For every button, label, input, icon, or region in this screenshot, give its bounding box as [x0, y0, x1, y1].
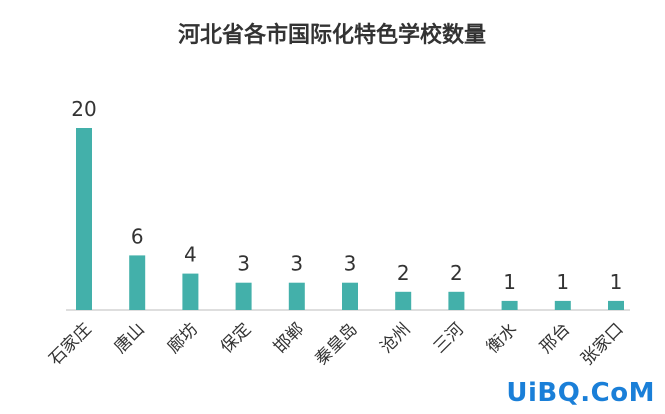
- data-label-0: 20: [71, 97, 96, 121]
- bar-7: [448, 291, 465, 310]
- x-tick-label-7: 三河: [430, 319, 468, 357]
- bar-8: [501, 300, 518, 310]
- x-tick-label-3: 保定: [217, 319, 255, 357]
- data-label-4: 3: [290, 252, 303, 276]
- bar-5: [342, 282, 358, 310]
- x-tick-label-2: 廊坊: [164, 319, 202, 357]
- data-label-8: 1: [503, 270, 516, 294]
- data-label-1: 6: [131, 224, 144, 248]
- data-label-6: 2: [397, 261, 410, 285]
- bar-2: [182, 273, 199, 310]
- bar-3: [235, 282, 252, 310]
- data-label-9: 1: [556, 270, 569, 294]
- watermark: UiBQ.CoM: [506, 378, 655, 408]
- x-tick-labels-group: 石家庄 唐山 廊坊 保定 邯郸 秦皇岛 沧州 三河 衡水 邢台 张家口: [45, 319, 627, 370]
- data-label-3: 3: [237, 252, 250, 276]
- x-tick-label-1: 唐山: [110, 319, 149, 358]
- x-tick-label-9: 邢台: [536, 319, 574, 357]
- x-tick-label-0: 石家庄: [45, 319, 95, 369]
- data-label-10: 1: [610, 270, 623, 294]
- bar-4: [288, 282, 305, 310]
- x-tick-label-8: 衡水: [483, 319, 521, 357]
- x-tick-label-4: 邯郸: [270, 319, 308, 357]
- bar-0: [76, 128, 92, 310]
- data-labels-group: 20 6 4 3 3 3 2 2 1 1 1: [71, 97, 622, 294]
- data-label-5: 3: [344, 252, 357, 276]
- data-label-2: 4: [184, 243, 197, 267]
- chart-title: 河北省各市国际化特色学校数量: [178, 22, 486, 48]
- x-tick-label-10: 张家口: [577, 319, 627, 369]
- bar-6: [395, 291, 412, 310]
- data-label-7: 2: [450, 261, 463, 285]
- bar-10: [608, 300, 624, 310]
- x-tick-label-5: 秦皇岛: [311, 319, 361, 369]
- bar-9: [554, 300, 571, 310]
- bars-group: [76, 128, 624, 310]
- bar-1: [129, 255, 146, 310]
- x-tick-label-6: 沧州: [377, 319, 415, 357]
